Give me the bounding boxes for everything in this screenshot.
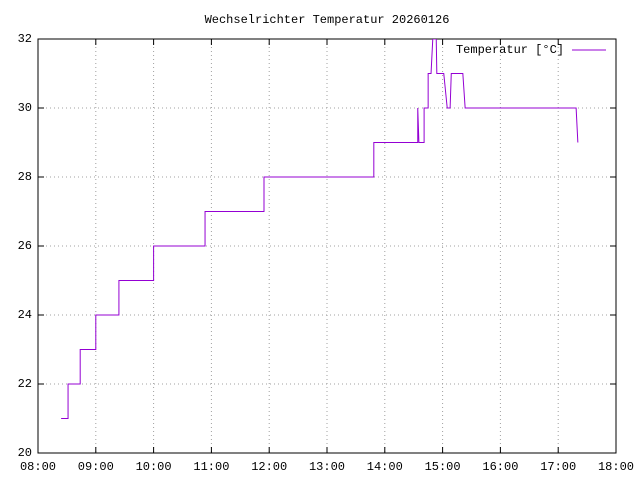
x-tick-label: 12:00	[251, 460, 287, 474]
y-tick-label: 20	[18, 446, 32, 460]
legend-label: Temperatur [°C]	[456, 43, 564, 57]
y-tick-label: 28	[18, 170, 32, 184]
y-tick-label: 26	[18, 239, 32, 253]
x-tick-label: 15:00	[425, 460, 461, 474]
y-tick-label: 24	[18, 308, 32, 322]
y-tick-label: 30	[18, 101, 32, 115]
x-tick-label: 10:00	[136, 460, 172, 474]
chart-title: Wechselrichter Temperatur 20260126	[205, 13, 450, 27]
x-tick-label: 14:00	[367, 460, 403, 474]
plot-border	[37, 38, 617, 454]
x-tick-label: 08:00	[20, 460, 56, 474]
x-tick-label: 16:00	[482, 460, 518, 474]
x-tick-label: 13:00	[309, 460, 345, 474]
y-tick-label: 22	[18, 377, 32, 391]
data-line	[61, 39, 579, 419]
x-tick-label: 09:00	[78, 460, 114, 474]
x-tick-label: 18:00	[598, 460, 634, 474]
x-tick-label: 17:00	[540, 460, 576, 474]
x-tick-label: 11:00	[193, 460, 229, 474]
y-tick-label: 32	[18, 32, 32, 46]
